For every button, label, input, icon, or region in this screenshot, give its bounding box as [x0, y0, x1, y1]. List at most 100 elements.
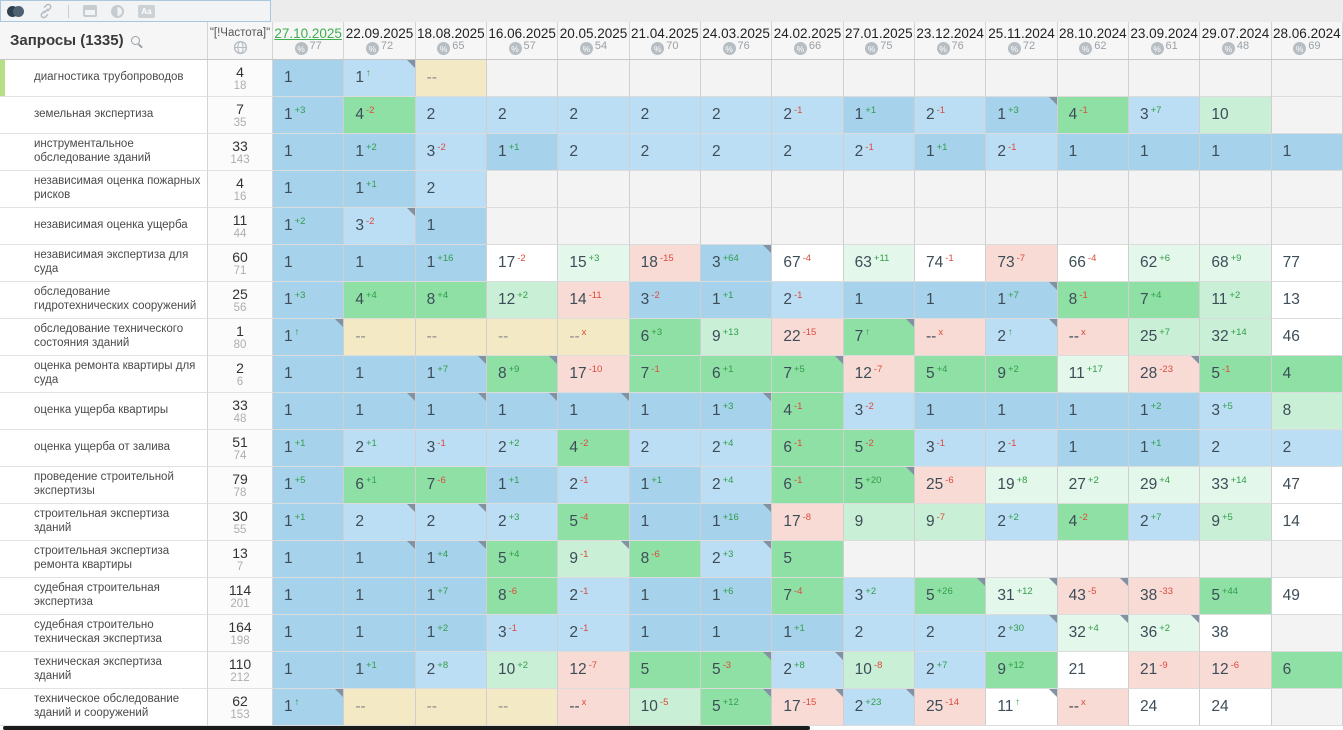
- position-cell[interactable]: 1 ↑: [273, 689, 345, 726]
- position-cell[interactable]: 1 +6: [701, 578, 773, 615]
- position-cell[interactable]: 18 -15: [629, 245, 701, 282]
- position-cell[interactable]: 4 -2: [344, 97, 416, 134]
- position-cell[interactable]: 1: [629, 615, 701, 652]
- position-cell[interactable]: 1 +1: [915, 134, 987, 171]
- position-cell[interactable]: 3 -1: [415, 430, 487, 467]
- position-cell[interactable]: 15 +3: [558, 245, 630, 282]
- position-cell[interactable]: --: [344, 319, 416, 356]
- position-cell[interactable]: 2: [772, 134, 844, 171]
- position-cell[interactable]: 1 +3: [273, 282, 345, 319]
- position-cell[interactable]: --: [487, 689, 559, 726]
- position-cell[interactable]: 1: [629, 393, 701, 430]
- position-cell[interactable]: 6 -1: [772, 467, 844, 504]
- date-label[interactable]: 25.11.2024: [988, 26, 1055, 41]
- position-cell[interactable]: 2: [344, 504, 416, 541]
- position-cell[interactable]: 25 -6: [915, 467, 987, 504]
- position-cell[interactable]: [915, 208, 987, 245]
- date-column-header[interactable]: 28.10.2024% 62: [1058, 22, 1129, 59]
- position-cell[interactable]: 11 ↑: [986, 689, 1058, 726]
- position-cell[interactable]: 1: [273, 134, 345, 171]
- query-label[interactable]: техническая экспертиза зданий: [34, 656, 162, 682]
- date-label[interactable]: 23.09.2024: [1130, 26, 1198, 41]
- date-label[interactable]: 21.04.2025: [631, 26, 699, 41]
- position-cell[interactable]: 74 -1: [915, 245, 987, 282]
- position-cell[interactable]: 9 -7: [915, 504, 987, 541]
- position-cell[interactable]: 7 +4: [1129, 282, 1201, 319]
- position-cell[interactable]: 1 +16: [415, 245, 487, 282]
- position-cell[interactable]: [1200, 208, 1272, 245]
- position-cell[interactable]: 2 -1: [986, 430, 1058, 467]
- position-cell[interactable]: 5 +26: [915, 578, 987, 615]
- position-cell[interactable]: 11 +2: [1200, 282, 1272, 319]
- position-cell[interactable]: 62 +6: [1129, 245, 1201, 282]
- position-cell[interactable]: 2: [1200, 430, 1272, 467]
- position-cell[interactable]: 1 +7: [415, 356, 487, 393]
- query-label[interactable]: инструментальное обследование зданий: [34, 138, 151, 164]
- position-cell[interactable]: [1057, 208, 1129, 245]
- position-cell[interactable]: 1 +1: [1129, 430, 1201, 467]
- position-cell[interactable]: 1 +2: [344, 134, 416, 171]
- date-column-header[interactable]: 29.07.2024% 48: [1200, 22, 1272, 59]
- position-cell[interactable]: 6: [1271, 652, 1343, 689]
- query-label[interactable]: обследование гидротехнических сооружений: [34, 286, 197, 312]
- position-cell[interactable]: [915, 171, 987, 208]
- date-label[interactable]: 27.01.2025: [845, 26, 913, 41]
- query-label-cell[interactable]: оценка ущерба квартиры: [0, 393, 208, 430]
- position-cell[interactable]: 10: [1200, 97, 1272, 134]
- date-label[interactable]: 22.09.2025: [345, 26, 414, 41]
- position-cell[interactable]: 17 -2: [487, 245, 559, 282]
- position-cell[interactable]: 2 +2: [986, 504, 1058, 541]
- position-cell[interactable]: 7 -4: [772, 578, 844, 615]
- position-cell[interactable]: 1: [273, 615, 345, 652]
- position-cell[interactable]: 7 +5: [772, 356, 844, 393]
- position-cell[interactable]: -- x: [1057, 319, 1129, 356]
- position-cell[interactable]: [1129, 208, 1201, 245]
- date-column-header[interactable]: 25.11.2024% 72: [986, 22, 1058, 59]
- position-cell[interactable]: 10 -8: [843, 652, 915, 689]
- search-icon[interactable]: [130, 36, 140, 45]
- position-cell[interactable]: 1: [273, 356, 345, 393]
- position-cell[interactable]: 3 -2: [843, 393, 915, 430]
- position-cell[interactable]: 32 +14: [1200, 319, 1272, 356]
- position-cell[interactable]: 2: [629, 430, 701, 467]
- query-label-cell[interactable]: строительная экспертиза ремонта квартиры: [0, 541, 208, 578]
- position-cell[interactable]: 2: [487, 97, 559, 134]
- date-column-header[interactable]: 22.09.2025% 72: [344, 22, 416, 59]
- position-cell[interactable]: [986, 60, 1058, 97]
- query-label-cell[interactable]: диагностика трубопроводов: [0, 60, 208, 97]
- position-cell[interactable]: [843, 171, 915, 208]
- position-cell[interactable]: 1: [273, 541, 345, 578]
- link-icon[interactable]: [38, 3, 54, 19]
- text-style-icon[interactable]: Aa: [138, 3, 155, 19]
- position-cell[interactable]: 5: [772, 541, 844, 578]
- position-cell[interactable]: --: [415, 319, 487, 356]
- position-cell[interactable]: 17 -15: [772, 689, 844, 726]
- position-cell[interactable]: 5 +4: [915, 356, 987, 393]
- position-cell[interactable]: [487, 60, 559, 97]
- position-cell[interactable]: 1 +1: [629, 467, 701, 504]
- position-cell[interactable]: 43 -5: [1057, 578, 1129, 615]
- query-label-cell[interactable]: обследование технического состояния здан…: [0, 319, 208, 356]
- position-cell[interactable]: [701, 208, 773, 245]
- position-cell[interactable]: 1: [415, 393, 487, 430]
- position-cell[interactable]: [1057, 60, 1129, 97]
- position-cell[interactable]: 2 +23: [843, 689, 915, 726]
- query-label[interactable]: техническое обследование зданий и сооруж…: [34, 693, 180, 719]
- date-column-header[interactable]: 16.06.2025% 57: [487, 22, 559, 59]
- date-column-header[interactable]: 27.01.2025% 75: [844, 22, 915, 59]
- position-cell[interactable]: 14 -11: [558, 282, 630, 319]
- position-cell[interactable]: 1 +3: [273, 97, 345, 134]
- position-cell[interactable]: 1: [273, 652, 345, 689]
- position-cell[interactable]: 2 +8: [772, 652, 844, 689]
- date-label[interactable]: 24.03.2025: [702, 26, 770, 41]
- position-cell[interactable]: 17 -10: [558, 356, 630, 393]
- date-column-header[interactable]: 23.09.2024% 61: [1129, 22, 1201, 59]
- position-cell[interactable]: 1 +1: [344, 652, 416, 689]
- query-label-cell[interactable]: независимая оценка пожарных рисков: [0, 171, 208, 208]
- position-cell[interactable]: 9 +12: [986, 652, 1058, 689]
- position-cell[interactable]: 1 +1: [273, 430, 345, 467]
- position-cell[interactable]: 3 -2: [629, 282, 701, 319]
- position-cell[interactable]: 2 +30: [986, 615, 1058, 652]
- position-cell[interactable]: 4: [1271, 356, 1343, 393]
- position-cell[interactable]: 4 -2: [1057, 504, 1129, 541]
